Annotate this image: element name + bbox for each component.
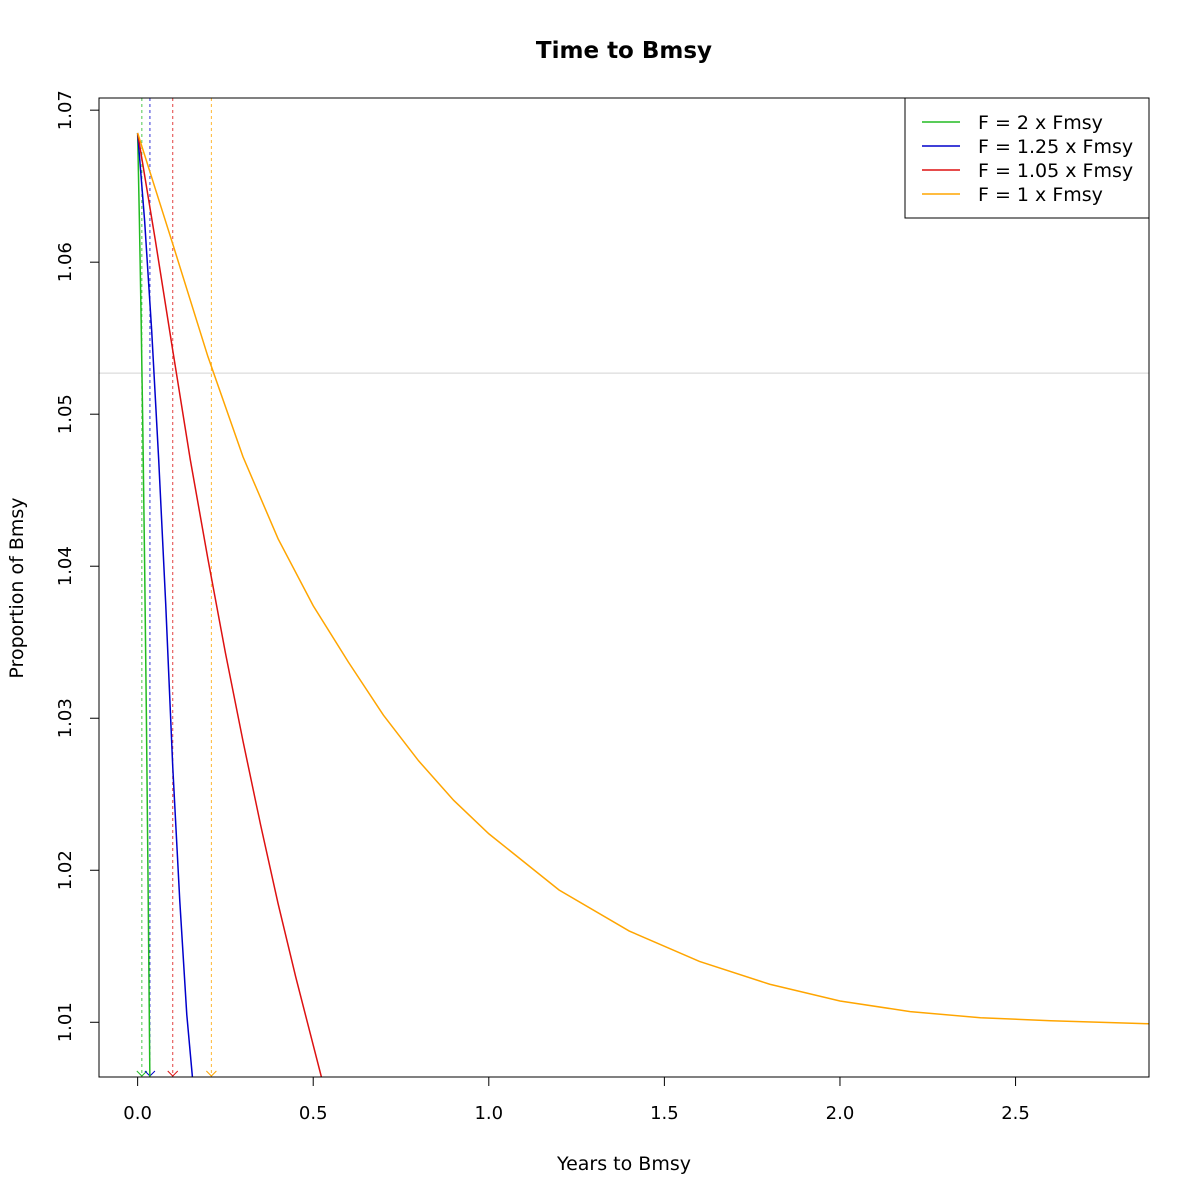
legend-label-0: F = 2 x Fmsy — [978, 112, 1103, 134]
x-tick-label-5: 2.5 — [1001, 1103, 1030, 1124]
bmsy-marker-arrow-2 — [167, 1070, 179, 1077]
legend-label-1: F = 1.25 x Fmsy — [978, 136, 1133, 158]
legend-label-2: F = 1.05 x Fmsy — [978, 160, 1133, 182]
x-tick-label-0: 0.0 — [123, 1103, 152, 1124]
chart-title: Time to Bmsy — [536, 38, 712, 64]
y-tick-label-0: 1.01 — [55, 1002, 76, 1042]
x-tick-label-2: 1.0 — [474, 1103, 503, 1124]
y-tick-label-1: 1.02 — [55, 850, 76, 890]
y-tick-label-2: 1.03 — [55, 698, 76, 738]
y-tick-label-3: 1.04 — [55, 546, 76, 586]
y-axis-label: Proportion of Bmsy — [6, 497, 28, 678]
series-line-0 — [136, 132, 151, 1077]
series-layer — [136, 132, 1149, 1077]
x-tick-label-4: 2.0 — [826, 1103, 855, 1124]
x-axis-label: Years to Bmsy — [556, 1153, 691, 1175]
y-tick-label-6: 1.07 — [55, 90, 76, 130]
series-line-2 — [136, 132, 344, 1077]
legend-label-3: F = 1 x Fmsy — [978, 184, 1103, 206]
series-line-3 — [136, 132, 1149, 1025]
series-line-1 — [136, 132, 194, 1077]
x-tick-label-1: 0.5 — [299, 1103, 328, 1124]
x-tick-label-3: 1.5 — [650, 1103, 679, 1124]
y-tick-label-5: 1.06 — [55, 242, 76, 282]
plot-frame — [98, 97, 1150, 1078]
y-tick-label-4: 1.05 — [55, 394, 76, 434]
bmsy-marker-arrow-3 — [206, 1070, 217, 1077]
bmsy-marker-arrow-0 — [136, 1070, 148, 1077]
legend-box — [904, 97, 1150, 219]
